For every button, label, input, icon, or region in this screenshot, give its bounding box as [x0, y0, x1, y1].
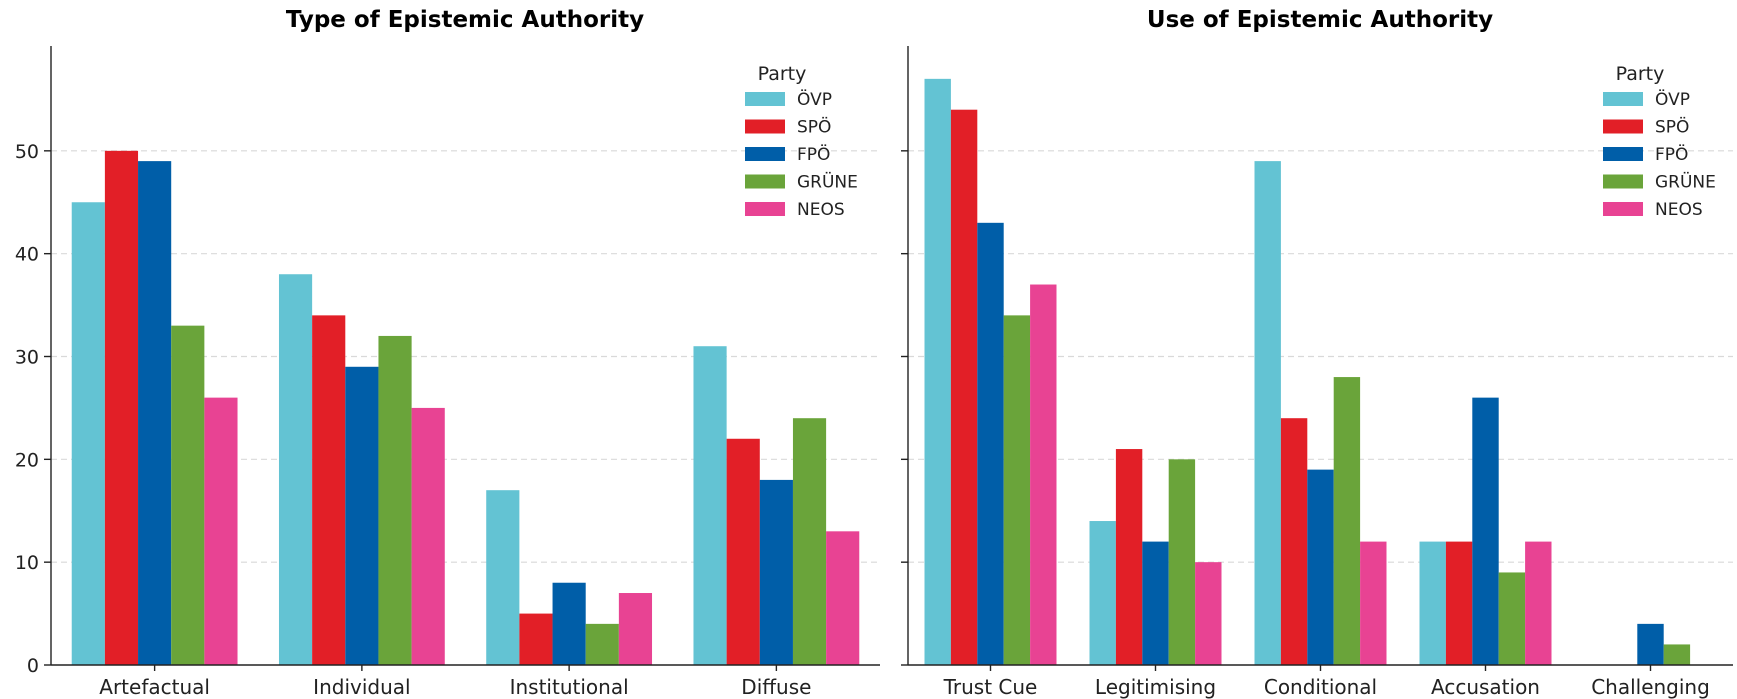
bar-spö-diffuse — [726, 438, 760, 665]
legend-swatch-grüne — [1603, 174, 1643, 189]
legend-swatch-spö — [1603, 119, 1643, 134]
bar-neos-individual — [411, 407, 445, 665]
bar-fpö-conditional — [1307, 469, 1334, 665]
chart-panel-2: Use of Epistemic Authority Trust Cue Legit… — [901, 7, 1733, 699]
legend-swatch-neos — [745, 202, 785, 216]
x-tick-label: Conditional — [1264, 675, 1377, 699]
bar-grüne-legitimising — [1168, 459, 1196, 665]
legend-swatch-neos — [1603, 202, 1643, 216]
bar-grüne-individual — [378, 335, 412, 665]
x-tick-label: Artefactual — [99, 675, 210, 699]
legend-title: Party — [758, 63, 807, 85]
bar-övp-legitimising — [1089, 521, 1116, 665]
bar-fpö-trust-cue — [977, 222, 1004, 666]
legend-label-neos: NEOS — [1655, 200, 1703, 220]
bar-grüne-trust-cue — [1003, 315, 1031, 665]
bar-spö-trust-cue — [950, 109, 978, 665]
chart-panel-1: Type of Epistemic Authority 0 10 20 30 40 50 Ar… — [15, 7, 880, 699]
bar-spö-individual — [312, 315, 346, 665]
bar-fpö-institutional — [552, 582, 586, 665]
bar-övp-individual — [278, 274, 313, 665]
bar-fpö-artefactual — [138, 161, 172, 665]
y-tick-label: 50 — [15, 141, 39, 163]
legend-swatch-fpö — [745, 147, 785, 161]
legend-swatch-fpö — [1603, 147, 1643, 161]
bar-grüne-challenging — [1663, 644, 1691, 665]
x-tick-label: Trust Cue — [943, 675, 1038, 699]
legend-label-övp: ÖVP — [1655, 88, 1690, 110]
bar-neos-legitimising — [1195, 562, 1222, 665]
chart-title: Use of Epistemic Authority — [1147, 7, 1493, 33]
x-tick-label: Diffuse — [741, 675, 811, 699]
bar-neos-accusation — [1525, 541, 1552, 665]
x-tick-label: Legitimising — [1095, 675, 1216, 699]
bar-fpö-diffuse — [759, 479, 793, 665]
y-tick-label: 30 — [15, 347, 39, 369]
bar-neos-trust-cue — [1030, 284, 1057, 665]
bar-neos-conditional — [1360, 541, 1387, 665]
bar-neos-artefactual — [204, 397, 238, 665]
x-tick-label: Institutional — [510, 675, 629, 699]
legend-label-fpö: FPÖ — [797, 143, 830, 165]
bar-spö-accusation — [1445, 541, 1473, 665]
bar-grüne-diffuse — [792, 418, 827, 665]
x-tick-label: Challenging — [1591, 675, 1710, 699]
bar-spö-conditional — [1280, 418, 1308, 665]
y-tick-label: 20 — [15, 449, 39, 471]
bar-övp-artefactual — [71, 202, 105, 665]
legend-label-övp: ÖVP — [797, 88, 832, 110]
bar-övp-trust-cue — [924, 78, 951, 666]
legend-label-spö: SPÖ — [797, 116, 831, 138]
bar-fpö-challenging — [1637, 623, 1664, 665]
bar-spö-institutional — [519, 613, 553, 665]
legend: Party ÖVP SPÖ FPÖ GRÜNE NEOS — [745, 63, 858, 220]
legend-swatch-grüne — [745, 174, 785, 189]
legend-swatch-övp — [745, 92, 785, 106]
y-tick-label: 0 — [27, 655, 39, 677]
x-tick-label: Accusation — [1431, 675, 1540, 699]
legend: Party ÖVP SPÖ FPÖ GRÜNE NEOS — [1603, 63, 1716, 220]
bar-fpö-legitimising — [1142, 541, 1169, 665]
y-tick-label: 40 — [15, 244, 39, 266]
legend-label-spö: SPÖ — [1655, 116, 1689, 138]
legend-label-fpö: FPÖ — [1655, 143, 1688, 165]
bar-grüne-conditional — [1333, 377, 1361, 665]
bar-övp-conditional — [1254, 161, 1281, 665]
legend-label-grüne: GRÜNE — [1655, 171, 1716, 193]
chart-title: Type of Epistemic Authority — [286, 7, 644, 33]
bar-grüne-institutional — [585, 623, 619, 665]
legend-label-neos: NEOS — [797, 200, 845, 220]
bar-spö-artefactual — [104, 150, 139, 666]
bar-övp-diffuse — [693, 346, 727, 665]
legend-title: Party — [1616, 63, 1665, 85]
bar-grüne-artefactual — [171, 325, 205, 665]
legend-swatch-övp — [1603, 92, 1643, 106]
bar-övp-institutional — [486, 490, 520, 665]
bar-neos-diffuse — [826, 531, 860, 665]
bar-grüne-accusation — [1498, 572, 1526, 665]
bar-fpö-accusation — [1472, 397, 1499, 665]
legend-swatch-spö — [745, 119, 785, 134]
x-tick-label: Individual — [313, 675, 410, 699]
y-tick-label: 10 — [15, 552, 39, 574]
bar-fpö-individual — [345, 366, 379, 665]
bar-neos-institutional — [618, 593, 653, 665]
bar-spö-legitimising — [1115, 449, 1143, 665]
legend-label-grüne: GRÜNE — [797, 171, 858, 193]
bar-övp-accusation — [1419, 541, 1446, 665]
